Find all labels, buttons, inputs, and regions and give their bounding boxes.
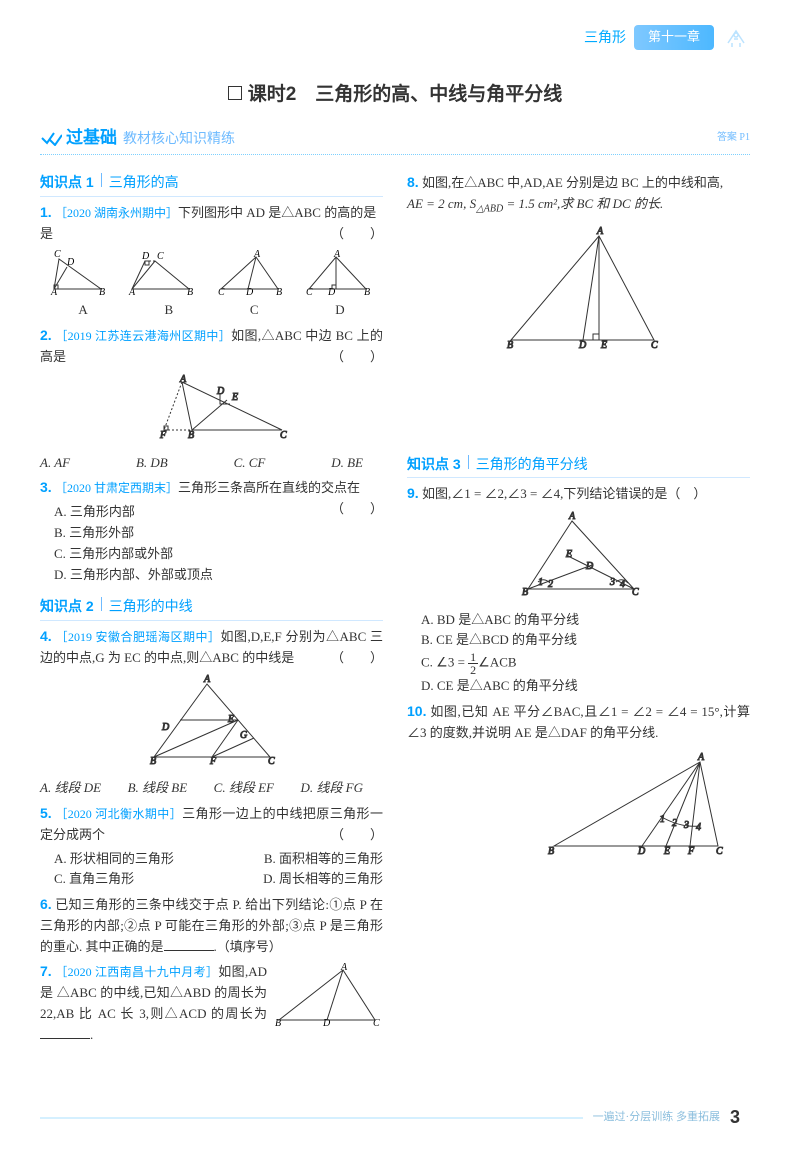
section-bar: 过基础 教材核心知识精练 答案 P1 <box>40 124 750 155</box>
svg-text:D: D <box>141 251 150 262</box>
answer-ref: 答案 P1 <box>717 130 750 146</box>
question-9: 9. 如图,∠1 = ∠2,∠3 = ∠4,下列结论错误的是（ ） <box>407 482 750 505</box>
q1-fig-b: DCAB <box>127 247 197 297</box>
page-footer: 一遍过·分层训练 多重拓展 3 <box>0 1103 790 1132</box>
footer-text: 一遍过·分层训练 多重拓展 <box>593 1109 720 1127</box>
question-6: 6. 已知三角形的三条中线交于点 P. 给出下列结论:①点 P 在三角形的内部;… <box>40 893 383 957</box>
q6-blank <box>164 938 214 951</box>
chapter-pill: 第十一章 <box>634 25 714 50</box>
svg-text:4: 4 <box>696 822 701 833</box>
q9-figure: AEDBC 12 34 <box>407 509 750 606</box>
svg-text:C: C <box>280 430 287 441</box>
page-title: 课时2 三角形的高、中线与角平分线 <box>0 80 790 110</box>
q8-figure: A B D E C <box>407 222 750 359</box>
left-column: 知识点 1 三角形的高 1. ［2020 湖南永州期中］下列图形中 AD 是△A… <box>40 161 383 1048</box>
q1-fig-c: ACDB <box>216 247 286 297</box>
question-5: 5. ［2020 河北衡水期中］三角形一边上的中线把原三角形一定分成两个（ ） <box>40 802 383 846</box>
rocket-icon <box>722 25 750 49</box>
q2-figure: ADEFBC <box>40 372 383 449</box>
svg-text:E: E <box>600 340 607 351</box>
svg-text:B: B <box>188 430 194 441</box>
svg-text:E: E <box>231 392 238 403</box>
svg-text:1: 1 <box>538 577 543 588</box>
q10-figure: ABDEFC 1234 <box>407 748 750 865</box>
q4-figure: AEGDBFC <box>40 672 383 774</box>
question-7: 7. ［2020 江西南昌十九中月考］如图,AD 是 △ABC 的中线,已知△A… <box>40 960 383 1045</box>
question-1: 1. ［2020 湖南永州期中］下列图形中 AD 是△ABC 的高的是是（ ） <box>40 201 383 245</box>
q4-opts: A. 线段 DE B. 线段 BE C. 线段 EF D. 线段 FG <box>40 778 383 799</box>
q7-blank <box>40 1026 90 1039</box>
kpoint-3: 知识点 3 三角形的角平分线 <box>407 453 750 478</box>
svg-text:D: D <box>161 722 170 733</box>
square-icon <box>228 86 242 100</box>
question-4: 4. ［2019 安徽合肥瑶海区期中］如图,D,E,F 分别为△ABC 三边的中… <box>40 625 383 669</box>
svg-text:F: F <box>687 846 695 857</box>
right-column: 8. 如图,在△ABC 中,AD,AE 分别是边 BC 上的中线和高, AE =… <box>407 161 750 1048</box>
svg-text:D: D <box>66 257 75 268</box>
footer-wave <box>40 1113 583 1123</box>
svg-text:B: B <box>548 846 554 857</box>
q9-opts: A. BD 是△ABC 的角平分线 B. CE 是△BCD 的角平分线 C. ∠… <box>421 610 750 697</box>
section-main: 过基础 <box>66 124 117 151</box>
section-sub: 教材核心知识精练 <box>123 127 235 149</box>
svg-text:F: F <box>209 756 217 767</box>
q7-figure: ABDC <box>273 960 383 1030</box>
content-columns: 知识点 1 三角形的高 1. ［2020 湖南永州期中］下列图形中 AD 是△A… <box>0 161 790 1048</box>
svg-text:A: A <box>596 226 604 237</box>
kpoint-1: 知识点 1 三角形的高 <box>40 171 383 196</box>
svg-text:B: B <box>150 756 156 767</box>
page-number: 3 <box>730 1103 740 1132</box>
svg-text:C: C <box>716 846 723 857</box>
svg-text:D: D <box>578 340 587 351</box>
svg-text:G: G <box>240 730 247 741</box>
question-3: 3. ［2020 甘肃定西期末］三角形三条高所在直线的交点在（ ） <box>40 476 383 499</box>
q1-opts: A B C D <box>40 300 383 321</box>
page-header: 三角形 第十一章 <box>0 0 790 50</box>
q1-figures: CDAB DCAB ACDB ACDB <box>40 247 383 297</box>
q1-fig-a: CDAB <box>49 247 109 297</box>
svg-text:F: F <box>159 430 167 441</box>
svg-text:D: D <box>637 846 646 857</box>
svg-text:C: C <box>268 756 275 767</box>
svg-text:E: E <box>565 549 572 560</box>
kpoint-2: 知识点 2 三角形的中线 <box>40 595 383 620</box>
check-icon <box>40 130 62 146</box>
svg-text:B: B <box>507 340 513 351</box>
svg-text:C: C <box>157 251 164 262</box>
svg-text:B: B <box>522 587 528 598</box>
subject-label: 三角形 <box>584 26 626 48</box>
q2-opts: A. AF B. DB C. CF D. BE <box>40 453 383 474</box>
svg-text:C: C <box>54 249 61 260</box>
question-2: 2. ［2019 江苏连云港海州区期中］如图,△ABC 中边 BC 上的高是（ … <box>40 324 383 368</box>
question-8: 8. 如图,在△ABC 中,AD,AE 分别是边 BC 上的中线和高, AE =… <box>407 171 750 217</box>
q5-opts: A. 形状相同的三角形 B. 面积相等的三角形 C. 直角三角形 D. 周长相等… <box>54 849 383 891</box>
q1-fig-d: ACDB <box>304 247 374 297</box>
svg-text:E: E <box>663 846 670 857</box>
svg-text:A: A <box>697 752 705 763</box>
svg-text:C: C <box>651 340 658 351</box>
question-10: 10. 如图,已知 AE 平分∠BAC,且∠1 = ∠2 = ∠4 = 15°,… <box>407 700 750 744</box>
